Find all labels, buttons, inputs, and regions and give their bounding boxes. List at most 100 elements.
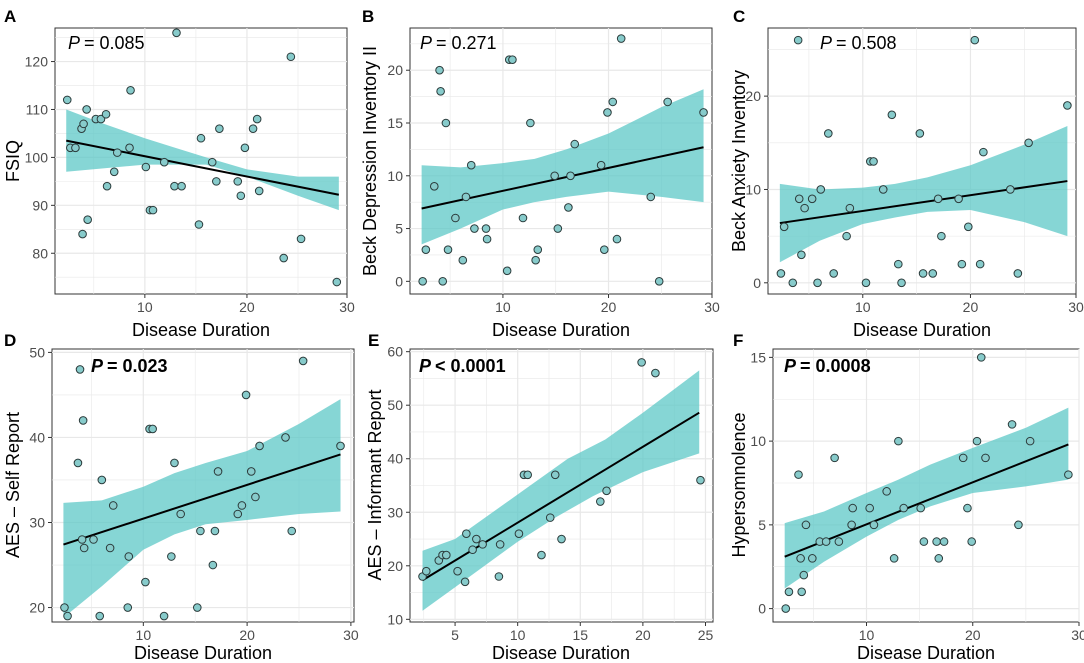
- data-point: [566, 171, 575, 181]
- regression-line: [779, 180, 1068, 225]
- y-axis-label: AES – Self Report: [3, 412, 23, 558]
- data-point: [557, 534, 566, 544]
- data-point: [63, 611, 72, 621]
- x-axis-label: Disease Duration: [492, 320, 630, 340]
- data-point: [89, 535, 98, 544]
- data-point: [462, 529, 471, 538]
- data-point: [77, 535, 87, 544]
- data-point: [421, 245, 431, 254]
- data-point: [779, 222, 789, 232]
- data-point: [799, 570, 809, 580]
- data-point: [248, 124, 258, 133]
- data-points: [60, 356, 345, 621]
- panel-letter: B: [362, 7, 374, 26]
- data-point: [651, 368, 660, 378]
- y-ticks: 0 5 10 15 20: [387, 62, 410, 289]
- data-point: [332, 277, 342, 287]
- x-tick-label: 10: [136, 627, 152, 643]
- x-tick-label: 20: [239, 627, 255, 643]
- x-ticks: 10 20 30: [859, 622, 1084, 643]
- data-point: [794, 470, 803, 479]
- data-point: [78, 229, 87, 239]
- data-point: [177, 181, 186, 191]
- data-point: [570, 139, 580, 149]
- data-point: [212, 177, 221, 186]
- y-tick-label: 5: [758, 517, 766, 533]
- data-point: [172, 28, 181, 38]
- fit-line: [63, 453, 341, 546]
- data-point: [663, 97, 672, 107]
- fit-line: [784, 443, 1069, 558]
- data-point: [869, 520, 879, 530]
- data-point: [296, 234, 306, 244]
- data-point: [194, 220, 204, 229]
- data-point: [824, 129, 833, 138]
- x-ticks: 10 20 30: [495, 294, 720, 315]
- y-tick-label: 80: [32, 245, 48, 261]
- y-tick-label: 20: [387, 558, 403, 574]
- data-point: [545, 513, 555, 522]
- x-tick-label: 20: [635, 627, 651, 643]
- x-axis-label: Disease Duration: [857, 643, 995, 663]
- y-tick-label: 15: [750, 349, 766, 365]
- regression-line: [422, 411, 700, 582]
- data-point: [954, 194, 963, 204]
- p-value: P = 0.023: [91, 356, 168, 376]
- data-point: [933, 194, 943, 204]
- y-tick-label: 0: [753, 275, 761, 291]
- data-point: [882, 487, 891, 496]
- y-ticks: 10 20 30 40 50 60: [387, 344, 410, 627]
- y-tick-label: 90: [32, 197, 48, 213]
- plot-frame: [767, 27, 1077, 295]
- ci-band: [66, 109, 339, 211]
- data-point: [79, 119, 88, 129]
- data-point: [207, 157, 217, 167]
- panel-d: D 10 20 30 20 30 40 50 P = 0.023 Disease Durat…: [3, 331, 359, 663]
- data-point: [441, 118, 451, 128]
- data-point: [612, 234, 622, 244]
- data-point: [233, 177, 243, 186]
- y-tick-label: 40: [29, 429, 45, 445]
- data-point: [796, 554, 805, 563]
- data-point: [82, 105, 91, 114]
- data-point: [816, 185, 826, 194]
- data-point: [71, 143, 80, 153]
- data-point: [482, 234, 492, 244]
- data-point: [208, 560, 218, 570]
- confidence-band: [422, 370, 700, 611]
- data-point: [241, 390, 251, 400]
- data-point: [807, 194, 817, 204]
- x-tick-label: 10: [495, 299, 511, 315]
- data-point: [918, 269, 928, 278]
- x-ticks: 10 20 30: [855, 294, 1084, 315]
- plot-frame: [54, 27, 348, 295]
- data-point: [1024, 138, 1033, 148]
- data-point: [842, 231, 851, 241]
- data-point: [599, 245, 609, 254]
- data-point: [596, 160, 606, 170]
- data-point: [494, 572, 504, 581]
- data-point: [958, 453, 968, 463]
- data-point: [105, 543, 115, 553]
- data-point: [1014, 520, 1023, 530]
- data-point: [466, 160, 476, 170]
- data-point: [829, 269, 838, 278]
- y-axis-label: Beck Anxiety Inventory: [729, 70, 749, 252]
- data-point: [159, 157, 169, 167]
- data-point: [847, 520, 856, 530]
- data-point: [848, 503, 857, 513]
- data-point: [869, 157, 878, 166]
- data-point: [915, 129, 925, 138]
- data-point: [176, 509, 185, 519]
- data-point: [564, 203, 573, 212]
- data-points: [62, 28, 342, 287]
- data-point: [616, 34, 626, 43]
- data-point: [468, 545, 477, 555]
- y-tick-label: 0: [395, 273, 403, 289]
- data-point: [196, 526, 205, 536]
- data-point: [101, 109, 111, 119]
- data-point: [508, 55, 517, 64]
- x-axis-label: Disease Duration: [134, 643, 272, 663]
- data-point: [438, 277, 448, 286]
- data-point: [699, 108, 708, 117]
